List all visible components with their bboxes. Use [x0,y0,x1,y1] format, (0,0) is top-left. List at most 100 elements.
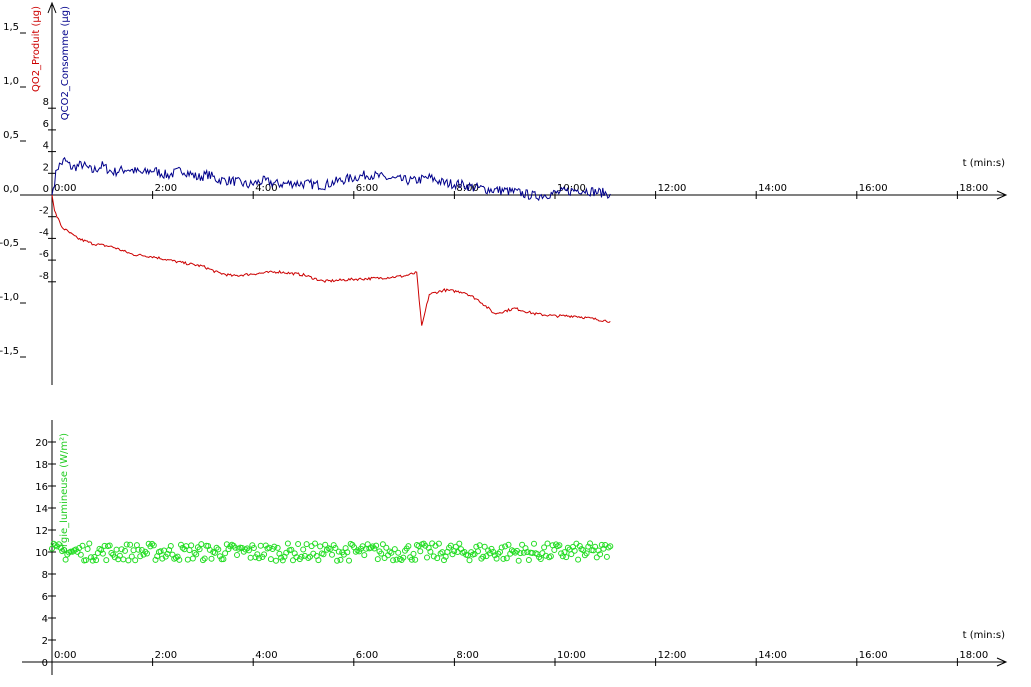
scatter-point [323,546,330,553]
bottom-x-tick-label: 6:00 [356,650,378,661]
scatter-point [174,553,181,560]
scatter-point [575,556,582,563]
scatter-point [383,544,390,551]
bottom-x-tick-label: 14:00 [758,650,787,661]
scatter-point [391,546,398,553]
scatter-point [116,552,123,559]
right-y-tick-label: 8 [43,97,49,108]
scatter-point [127,541,134,548]
bottom-x-tick-label: 10:00 [557,650,586,661]
scatter-point [256,555,262,562]
scatter-point [503,555,510,562]
scatter-point [93,557,100,564]
scatter-point [437,550,444,557]
scatter-point [585,543,592,550]
right-y-tick-label: 0 [43,184,49,195]
bottom-y-axis-title: ergie_lumineuse (W/m²) [59,433,70,553]
scatter-point [142,548,149,555]
scatter-point [408,556,415,563]
scatter-point [98,547,105,553]
scatter-point [537,556,544,562]
scatter-point [252,554,259,561]
scatter-point [220,556,227,563]
scatter-point [295,541,302,547]
top-chart: 0:00 2:00 4:00 6:00 8:00 10:00 12:00 14:00 16:00… [0,1,1008,385]
scatter-point [245,547,252,554]
scatter-point [361,552,368,559]
scatter-point [553,541,559,548]
scatter-point [603,553,610,560]
scatter-point [381,555,388,561]
top-y-axis-arrow [47,1,57,14]
scatter-point [140,551,147,558]
scatter-point [505,541,512,548]
bottom-y-tick-label: 2 [42,636,48,647]
scatter-point [378,550,385,557]
top-x-tick-label: 18:00 [959,183,988,194]
top-left-y-ticks: 1,5 1,0 0,5 0,0 -0,5 -1,0 -1,5 [0,22,26,358]
scatter-point [305,555,312,561]
scatter-point [267,556,274,563]
right-y-tick-label: 6 [43,119,49,130]
scatter-point [103,557,110,564]
scatter-point [607,543,614,550]
scatter-point [544,540,551,547]
top-x-tick-label: 6:00 [356,183,378,194]
right-y-tick-label: 4 [43,141,49,152]
scatter-point [374,556,381,563]
series-points-energie [49,540,614,564]
scatter-point [128,553,135,560]
scatter-point [441,557,447,564]
scatter-point [330,542,337,549]
scatter-point [77,551,84,558]
bottom-x-tick-label: 18:00 [959,650,988,661]
scatter-point [157,548,164,555]
scatter-point [108,550,115,556]
scatter-point [583,550,590,557]
bottom-y-tick-label: 20 [35,438,48,449]
scatter-point [587,540,593,547]
scatter-point [79,542,86,549]
scatter-point [257,542,264,549]
scatter-point [189,555,196,562]
top-x-tick-label: 0:00 [54,183,76,194]
scatter-point [379,541,386,548]
scatter-point [200,557,206,564]
scatter-point [106,542,113,549]
scatter-point [315,557,322,564]
scatter-point [62,556,69,563]
bottom-x-tick-label: 2:00 [155,650,177,661]
scatter-point [298,553,305,560]
scatter-point [395,549,402,556]
scatter-point [373,542,380,549]
scatter-point [517,550,524,557]
scatter-point [122,547,128,554]
top-x-axis-title: t (min:s) [963,158,1005,169]
scatter-point [291,550,298,557]
right-y-tick-label: -8 [39,271,49,282]
scatter-point [539,550,546,557]
scatter-point [60,546,67,553]
scatter-point [481,543,488,550]
scatter-point [458,546,464,553]
scatter-point [352,548,359,555]
scatter-point [597,551,604,558]
series-line-qco2 [51,156,611,202]
scatter-point [222,550,229,557]
scatter-point [176,556,183,563]
bottom-x-axis-title: t (min:s) [963,630,1005,641]
top-x-tick-label: 14:00 [758,183,787,194]
scatter-point [519,541,526,548]
scatter-point [581,552,588,559]
scatter-point [551,547,558,553]
bottom-x-tick-label: 8:00 [456,650,478,661]
top-x-tick-label: 4:00 [255,183,277,194]
scatter-point [452,543,459,550]
scatter-point [308,543,315,550]
scatter-point [137,553,144,560]
scatter-point [498,544,505,551]
bottom-x-ticks: 0:00 2:00 4:00 6:00 8:00 10:00 12:00 14:00 16:00… [51,650,988,666]
scatter-point [217,553,223,560]
